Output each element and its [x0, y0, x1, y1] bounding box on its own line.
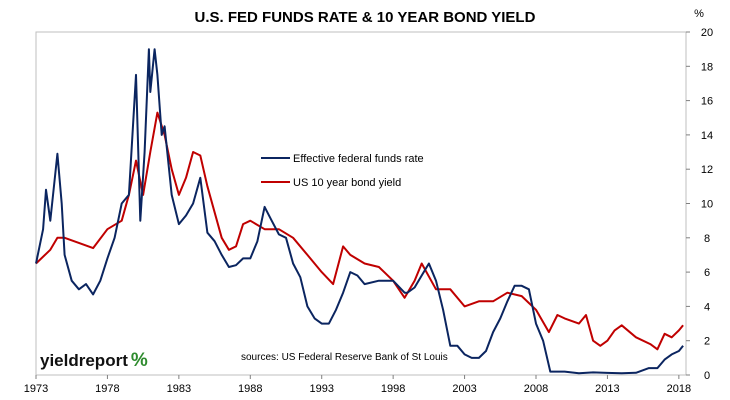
- x-tick-label: 1993: [309, 383, 333, 395]
- chart-title: U.S. FED FUNDS RATE & 10 YEAR BOND YIELD: [195, 9, 536, 26]
- x-tick-label: 2013: [595, 383, 619, 395]
- logo: yieldreport%: [40, 350, 148, 371]
- legend: Effective federal funds rate US 10 year …: [261, 153, 424, 189]
- series-layer: [35, 48, 684, 375]
- y-tick-label: 18: [701, 61, 713, 73]
- x-tick-label: 1998: [381, 383, 405, 395]
- y-tick-label: 0: [704, 370, 710, 382]
- source-note: sources: US Federal Reserve Bank of St L…: [241, 352, 448, 363]
- y-tick-label: 6: [704, 267, 710, 279]
- x-tick-label: 1988: [238, 383, 262, 395]
- y-tick-label: 4: [704, 301, 710, 313]
- y-tick-label: 20: [701, 27, 713, 39]
- x-axis: 1973 1978 1983 1988 1993 1998 2003 2008 2013 2018: [24, 375, 691, 395]
- series-line-fed-funds: [35, 48, 684, 375]
- y-tick-label: 12: [701, 164, 713, 176]
- legend-label-fed-funds: Effective federal funds rate: [293, 153, 424, 165]
- y-tick-label: 10: [701, 199, 713, 211]
- y-tick-label: 16: [701, 96, 713, 108]
- legend-label-bond-yield: US 10 year bond yield: [293, 177, 401, 189]
- x-tick-label: 1983: [167, 383, 191, 395]
- series-line-bond-yield: [35, 111, 684, 351]
- x-tick-label: 2018: [667, 383, 691, 395]
- x-tick-label: 2003: [452, 383, 476, 395]
- y-tick-label: 2: [704, 336, 710, 348]
- y-tick-label: 8: [704, 233, 710, 245]
- y-axis: 0 2 4 6 8 10 12 14 16 18 20: [686, 27, 713, 382]
- y-unit-label: %: [694, 8, 704, 20]
- x-tick-label: 2008: [524, 383, 548, 395]
- x-tick-label: 1973: [24, 383, 48, 395]
- plot-area: [35, 31, 687, 376]
- logo-text: yieldreport%: [40, 350, 148, 371]
- x-tick-label: 1978: [95, 383, 119, 395]
- y-tick-label: 14: [701, 130, 713, 142]
